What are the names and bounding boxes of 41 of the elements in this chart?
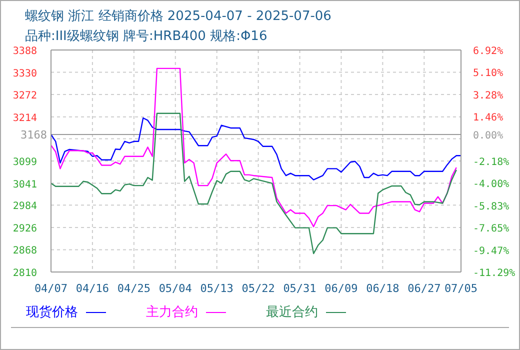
ref-line-label: 3168 xyxy=(20,128,47,142)
x-tick-label: 07/05 xyxy=(444,282,478,295)
y2-tick-label: 5.10% xyxy=(473,68,504,80)
y2-tick-label: 6.92% xyxy=(473,46,504,57)
legend-label: 现货价格 xyxy=(26,304,78,321)
line-series xyxy=(51,117,461,180)
x-tick-label: 05/13 xyxy=(200,282,234,295)
x-tick-label: 06/27 xyxy=(408,282,441,295)
y-tick-label: 3272 xyxy=(12,90,37,102)
x-tick-label: 04/16 xyxy=(76,282,110,295)
legend-label: 主力合约 xyxy=(146,304,198,321)
y-tick-label: 3099 xyxy=(12,157,37,168)
y2-tick-label: -2.18% xyxy=(473,156,510,168)
line-series xyxy=(51,112,457,254)
chart-subtitle: 品种:III级螺纹钢 牌号:HRB400 规格:Φ16 xyxy=(25,28,268,45)
x-tick-label: 04/07 xyxy=(34,282,68,295)
legend-label: 最近合约 xyxy=(266,304,318,321)
y-tick-label: 3388 xyxy=(12,46,37,57)
chart-title: 螺纹钢 浙江 经销商价格 2025-04-07 - 2025-07-06 xyxy=(25,8,332,25)
y-tick-label: 3214 xyxy=(12,112,37,124)
y2-tick-label: -11.29% xyxy=(473,268,516,279)
y2-tick-label: 0.00% xyxy=(473,130,504,142)
y2-tick-label: -5.83% xyxy=(473,201,510,212)
y2-tick-label: -9.47% xyxy=(473,246,510,257)
y-tick-label: 2984 xyxy=(12,201,37,212)
x-tick-label: 06/09 xyxy=(324,282,358,295)
y-tick-label: 2810 xyxy=(12,268,37,279)
y2-tick-label: -4.00% xyxy=(473,179,510,190)
x-tick-label: 05/04 xyxy=(158,282,192,295)
x-tick-label: 06/18 xyxy=(366,282,400,295)
x-tick-label: 04/25 xyxy=(117,282,150,295)
y-tick-label: 2868 xyxy=(12,246,37,257)
y-tick-label: 3041 xyxy=(12,179,37,190)
y2-tick-label: 1.46% xyxy=(473,112,504,124)
y2-tick-label: 3.28% xyxy=(473,90,504,102)
line-series xyxy=(51,68,457,228)
x-tick-label: 05/22 xyxy=(242,282,275,295)
y2-tick-label: -7.65% xyxy=(473,224,510,235)
y-tick-label: 3330 xyxy=(12,68,37,80)
y-tick-label: 2926 xyxy=(12,223,37,234)
x-tick-label: 05/31 xyxy=(283,282,316,295)
